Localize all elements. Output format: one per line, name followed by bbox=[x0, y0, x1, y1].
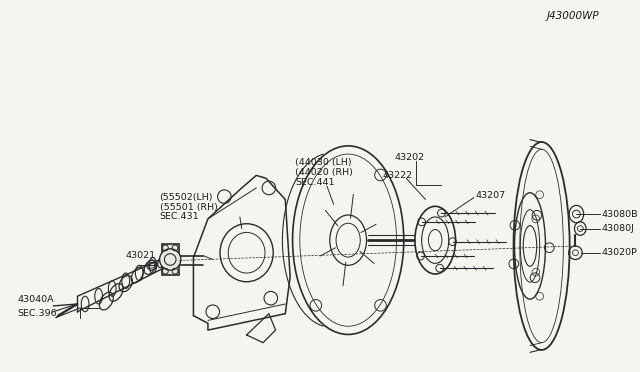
Text: 43222: 43222 bbox=[382, 171, 412, 180]
Text: 43080B: 43080B bbox=[602, 209, 638, 218]
Text: (44030 (LH): (44030 (LH) bbox=[295, 158, 351, 167]
Text: 43080J: 43080J bbox=[602, 224, 634, 233]
Text: SEC.431: SEC.431 bbox=[159, 212, 199, 221]
Text: 43021: 43021 bbox=[125, 251, 156, 260]
Text: (55502(LH): (55502(LH) bbox=[159, 193, 213, 202]
Text: SEC.441: SEC.441 bbox=[295, 178, 335, 187]
Ellipse shape bbox=[159, 249, 181, 270]
Text: J43000WP: J43000WP bbox=[547, 11, 600, 20]
Text: 43202: 43202 bbox=[395, 154, 425, 163]
Text: (44020 (RH): (44020 (RH) bbox=[295, 168, 353, 177]
Text: 43040A: 43040A bbox=[17, 295, 54, 304]
Text: SEC.396: SEC.396 bbox=[17, 309, 57, 318]
Text: (55501 (RH): (55501 (RH) bbox=[159, 203, 218, 212]
Polygon shape bbox=[163, 244, 179, 275]
Text: 43020P: 43020P bbox=[602, 248, 637, 257]
Text: 43207: 43207 bbox=[476, 191, 506, 200]
